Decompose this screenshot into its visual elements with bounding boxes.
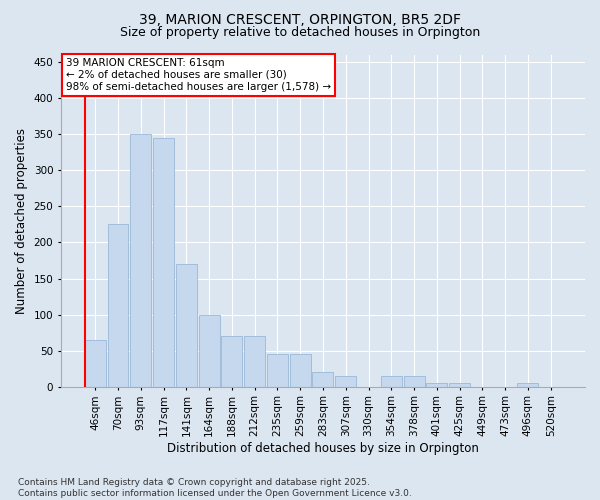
Bar [313, 372, 334, 386]
Bar [199, 314, 220, 386]
Bar [517, 383, 538, 386]
Bar [153, 138, 174, 386]
Text: 39, MARION CRESCENT, ORPINGTON, BR5 2DF: 39, MARION CRESCENT, ORPINGTON, BR5 2DF [139, 12, 461, 26]
Bar [85, 340, 106, 386]
Bar [130, 134, 151, 386]
X-axis label: Distribution of detached houses by size in Orpington: Distribution of detached houses by size … [167, 442, 479, 455]
Bar [335, 376, 356, 386]
Bar [267, 354, 288, 386]
Text: 39 MARION CRESCENT: 61sqm
← 2% of detached houses are smaller (30)
98% of semi-d: 39 MARION CRESCENT: 61sqm ← 2% of detach… [66, 58, 331, 92]
Bar [381, 376, 402, 386]
Y-axis label: Number of detached properties: Number of detached properties [15, 128, 28, 314]
Text: Contains HM Land Registry data © Crown copyright and database right 2025.
Contai: Contains HM Land Registry data © Crown c… [18, 478, 412, 498]
Bar [449, 383, 470, 386]
Bar [221, 336, 242, 386]
Bar [290, 354, 311, 386]
Bar [427, 383, 448, 386]
Text: Size of property relative to detached houses in Orpington: Size of property relative to detached ho… [120, 26, 480, 39]
Bar [176, 264, 197, 386]
Bar [404, 376, 425, 386]
Bar [107, 224, 128, 386]
Bar [244, 336, 265, 386]
